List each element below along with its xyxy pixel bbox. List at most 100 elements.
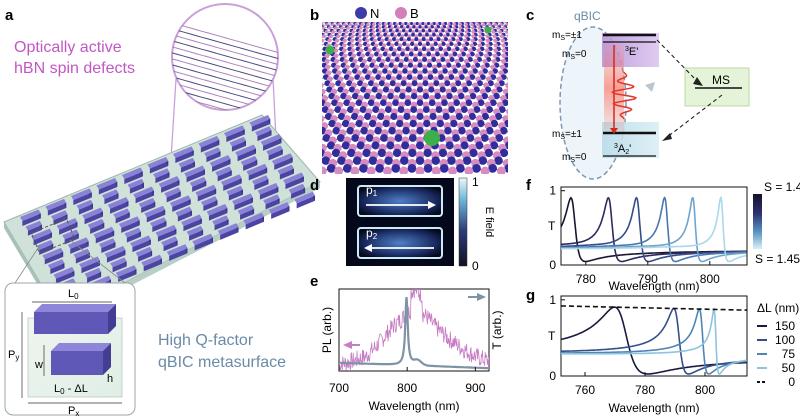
lattice-bond [296, 60, 299, 62]
lattice-bond [644, 73, 650, 77]
lattice-bond [161, 61, 169, 65]
lattice-bond [404, 21, 406, 22]
lattice-bond [682, 148, 687, 153]
nitrogen-atom [303, 25, 306, 28]
lattice-bond [298, 27, 304, 28]
lattice-bond [727, 112, 734, 117]
lattice-bond [548, 124, 556, 126]
lattice-bond [634, 161, 640, 164]
lattice-bond [134, 96, 143, 98]
lattice-bond [693, 124, 697, 126]
lattice-bond [444, 21, 446, 22]
lattice-bond [307, 31, 313, 32]
lattice-bond [525, 54, 531, 56]
boron-atom [285, 23, 288, 26]
lattice-bond [425, 21, 428, 22]
lattice-bond [322, 170, 323, 172]
boron-atom [476, 23, 480, 27]
lattice-bond [155, 126, 161, 131]
lattice-bond [483, 21, 487, 22]
lattice-bond [682, 116, 692, 118]
panel-a-caption-line2: qBIC metasurface [158, 354, 286, 371]
lattice-bond [552, 71, 555, 73]
meta-bar-top [283, 172, 304, 185]
nitrogen-atom [403, 22, 406, 23]
boron-atom [348, 23, 352, 27]
lattice-bond [527, 32, 532, 35]
lattice-bond [744, 156, 750, 161]
lattice-bond [794, 153, 800, 156]
lattice-bond [790, 156, 797, 161]
meta-bar-top [263, 194, 280, 205]
lattice-bond [525, 60, 531, 62]
lattice-bond [460, 21, 462, 22]
lattice-bond [713, 161, 718, 164]
nitrogen-atom [387, 22, 390, 23]
lattice-bond [525, 35, 531, 36]
lattice-bond [281, 24, 287, 25]
lattice-bond [472, 21, 476, 22]
meta-bar-front [44, 251, 64, 265]
lattice-bond [136, 116, 146, 118]
boron-atom [496, 26, 500, 30]
lattice-bond [301, 140, 303, 145]
lattice-bond [155, 96, 158, 98]
lattice-bond [784, 103, 786, 105]
lattice-bond [197, 124, 201, 126]
lattice-bond [670, 98, 676, 102]
meta-bar-top [206, 204, 228, 216]
lattice-bond [557, 168, 566, 171]
lattice-bond [175, 116, 184, 118]
nitrogen-atom [302, 22, 305, 25]
lattice-bond [674, 71, 675, 73]
lattice-bond [714, 112, 721, 117]
lattice-bond [203, 110, 212, 112]
lattice-bond [298, 133, 300, 138]
lattice-bond [746, 168, 751, 171]
lattice-bond [273, 27, 279, 28]
lattice-bond [522, 138, 528, 140]
lattice-bond [516, 60, 522, 62]
lattice-bond [636, 105, 641, 110]
lattice-bond [512, 153, 519, 156]
lattice-bond [529, 124, 535, 126]
meta-bar-top [93, 226, 115, 239]
lattice-bond [525, 65, 531, 67]
lattice-bond [658, 96, 661, 98]
meta-bar-front [234, 197, 253, 211]
lattice-bond [729, 163, 735, 168]
lattice-bond [709, 133, 715, 138]
lattice-bond [554, 27, 560, 28]
lattice-bond [326, 21, 331, 22]
lattice-bond [551, 98, 554, 102]
lattice-bond [295, 79, 298, 83]
lattice-bond [153, 83, 155, 85]
panel-a-letter: a [5, 7, 14, 24]
meta-bar-top [25, 220, 42, 231]
panel-b: b N B [134, 6, 800, 174]
lattice-bond [533, 54, 539, 56]
lattice-bond [542, 27, 548, 28]
meta-bar-top [118, 216, 140, 228]
lattice-bond [539, 98, 542, 102]
lattice-bond [697, 168, 703, 171]
lattice-bond [535, 65, 542, 67]
lattice-bond [557, 54, 559, 56]
nitrogen-atom [439, 22, 442, 23]
lattice-bond [789, 124, 792, 126]
meta-bar-top [184, 165, 205, 178]
lattice-bond [197, 133, 202, 138]
lattice-bond [315, 56, 318, 60]
lattice-bond [682, 138, 687, 140]
lattice-bond [523, 161, 530, 164]
lattice-bond [197, 119, 202, 124]
meta-bar-front [87, 271, 102, 283]
meta-bar-front [22, 213, 41, 227]
meta-bar-top [217, 223, 239, 235]
lattice-bond [378, 21, 380, 22]
lattice-bond [527, 31, 528, 32]
lattice-bond [792, 163, 799, 168]
lattice-bond [316, 27, 317, 28]
lattice-bond [308, 71, 315, 73]
lattice-bond [276, 36, 282, 39]
